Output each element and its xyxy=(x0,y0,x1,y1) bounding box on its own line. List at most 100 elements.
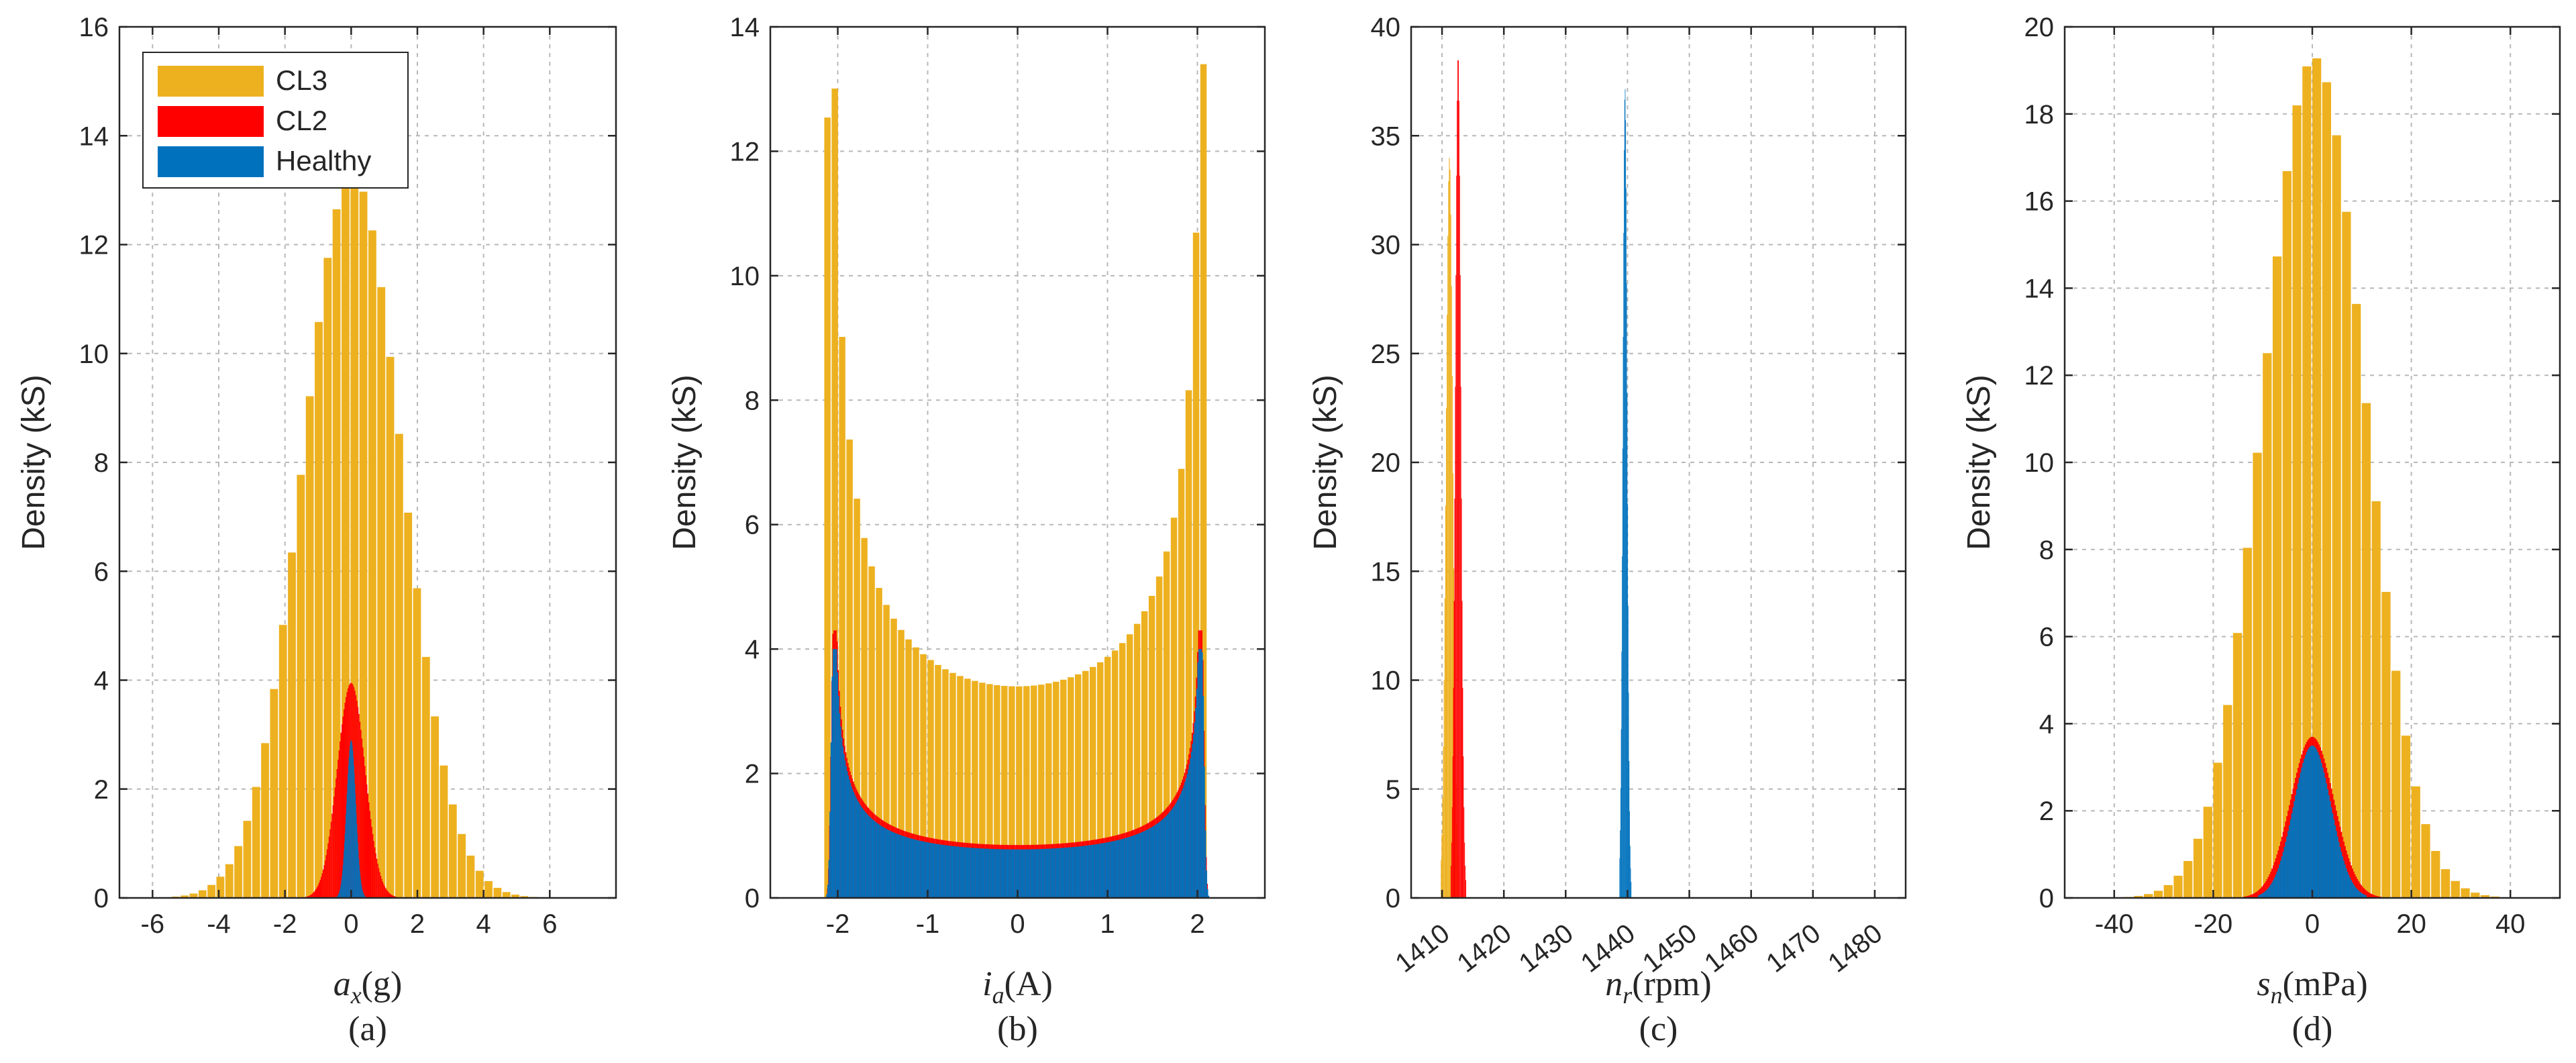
bar xyxy=(2317,752,2319,898)
y-tick-label: 2 xyxy=(2039,797,2054,826)
bar xyxy=(2322,82,2332,898)
bar xyxy=(1083,846,1084,898)
bar xyxy=(234,846,243,898)
bar xyxy=(393,896,395,898)
bar xyxy=(2361,403,2371,898)
bar xyxy=(857,801,859,898)
bar xyxy=(1119,643,1126,898)
bar xyxy=(1202,696,1204,898)
bar xyxy=(949,846,951,898)
x-axis-label: ax(g) xyxy=(333,965,403,1009)
bar xyxy=(869,817,871,898)
bar xyxy=(1190,758,1191,898)
y-tick-label: 2 xyxy=(745,760,760,789)
bar xyxy=(342,864,344,898)
bar xyxy=(933,843,935,898)
bar xyxy=(972,680,978,898)
y-tick-label: 5 xyxy=(1386,775,1400,805)
bar xyxy=(2277,868,2279,898)
bar xyxy=(1441,834,1443,898)
bar xyxy=(1000,849,1002,898)
bar xyxy=(890,618,897,898)
bar xyxy=(960,846,962,898)
bar xyxy=(366,784,368,898)
bar xyxy=(964,678,971,898)
bar xyxy=(1180,793,1182,898)
bar xyxy=(835,649,836,898)
bar xyxy=(1172,807,1174,898)
bar xyxy=(874,821,876,898)
bar xyxy=(1170,810,1172,898)
x-tick-label: -1 xyxy=(916,909,940,939)
x-tick-label: 2 xyxy=(1190,909,1204,939)
y-tick-label: 10 xyxy=(2024,448,2055,478)
bar xyxy=(1625,89,1626,898)
bar xyxy=(2320,762,2322,898)
bar xyxy=(2347,871,2349,898)
y-tick-label: 12 xyxy=(730,137,760,166)
bar xyxy=(2283,847,2285,898)
bar xyxy=(1204,830,1206,898)
bar xyxy=(874,820,875,898)
bar xyxy=(2353,884,2355,898)
bar xyxy=(387,891,389,898)
y-tick-label: 6 xyxy=(94,557,109,587)
bar xyxy=(2371,501,2381,898)
bar xyxy=(952,846,954,898)
bar xyxy=(1179,796,1180,898)
histogram-bars xyxy=(2094,58,2530,898)
bar xyxy=(1011,849,1012,898)
bar xyxy=(1009,849,1010,898)
bar xyxy=(860,805,861,898)
bar xyxy=(1456,175,1457,898)
bar xyxy=(2471,893,2480,898)
bar xyxy=(2359,883,2361,898)
bar xyxy=(1163,818,1164,898)
bar xyxy=(1629,811,1631,898)
bar xyxy=(2280,860,2281,898)
bar xyxy=(2332,135,2341,898)
bar xyxy=(383,884,384,898)
bar xyxy=(910,838,912,898)
x-axis-label: sn(mPa) xyxy=(2257,965,2367,1009)
bar xyxy=(1050,848,1052,898)
y-tick-label: 0 xyxy=(745,884,760,913)
bar xyxy=(1101,843,1102,898)
bar xyxy=(1171,809,1173,898)
bar xyxy=(972,848,974,898)
y-tick-label: 4 xyxy=(2039,709,2054,739)
x-tick-label: 1430 xyxy=(1514,918,1579,978)
y-tick-label: 40 xyxy=(1371,13,1401,42)
y-axis-label: Density (kS) xyxy=(1961,374,1997,550)
bar xyxy=(979,848,981,898)
bar xyxy=(1629,846,1631,898)
bar xyxy=(1089,666,1096,898)
bar xyxy=(1016,686,1023,898)
bar xyxy=(1192,744,1194,898)
x-axis-label: ia(A) xyxy=(982,965,1053,1009)
bar xyxy=(1182,788,1184,898)
bar xyxy=(2263,893,2265,898)
bar xyxy=(838,695,839,898)
bar xyxy=(1195,707,1196,898)
bar xyxy=(970,848,971,898)
bar xyxy=(181,895,189,898)
series-healthy xyxy=(824,649,1210,898)
bar xyxy=(954,846,956,898)
bar xyxy=(1041,849,1042,898)
bar xyxy=(2269,874,2271,898)
bar xyxy=(2348,874,2350,898)
x-tick-label: 0 xyxy=(1010,909,1025,939)
y-tick-label: 18 xyxy=(2024,100,2055,130)
bar xyxy=(1091,844,1093,898)
bar xyxy=(1206,870,1207,898)
bar xyxy=(988,848,990,898)
bar xyxy=(827,884,829,898)
bar xyxy=(951,846,953,898)
bar xyxy=(1626,188,1627,898)
bar xyxy=(2355,876,2357,898)
bar xyxy=(2248,895,2249,898)
bar xyxy=(1064,848,1065,898)
bar xyxy=(2134,896,2143,898)
bar xyxy=(948,846,949,898)
